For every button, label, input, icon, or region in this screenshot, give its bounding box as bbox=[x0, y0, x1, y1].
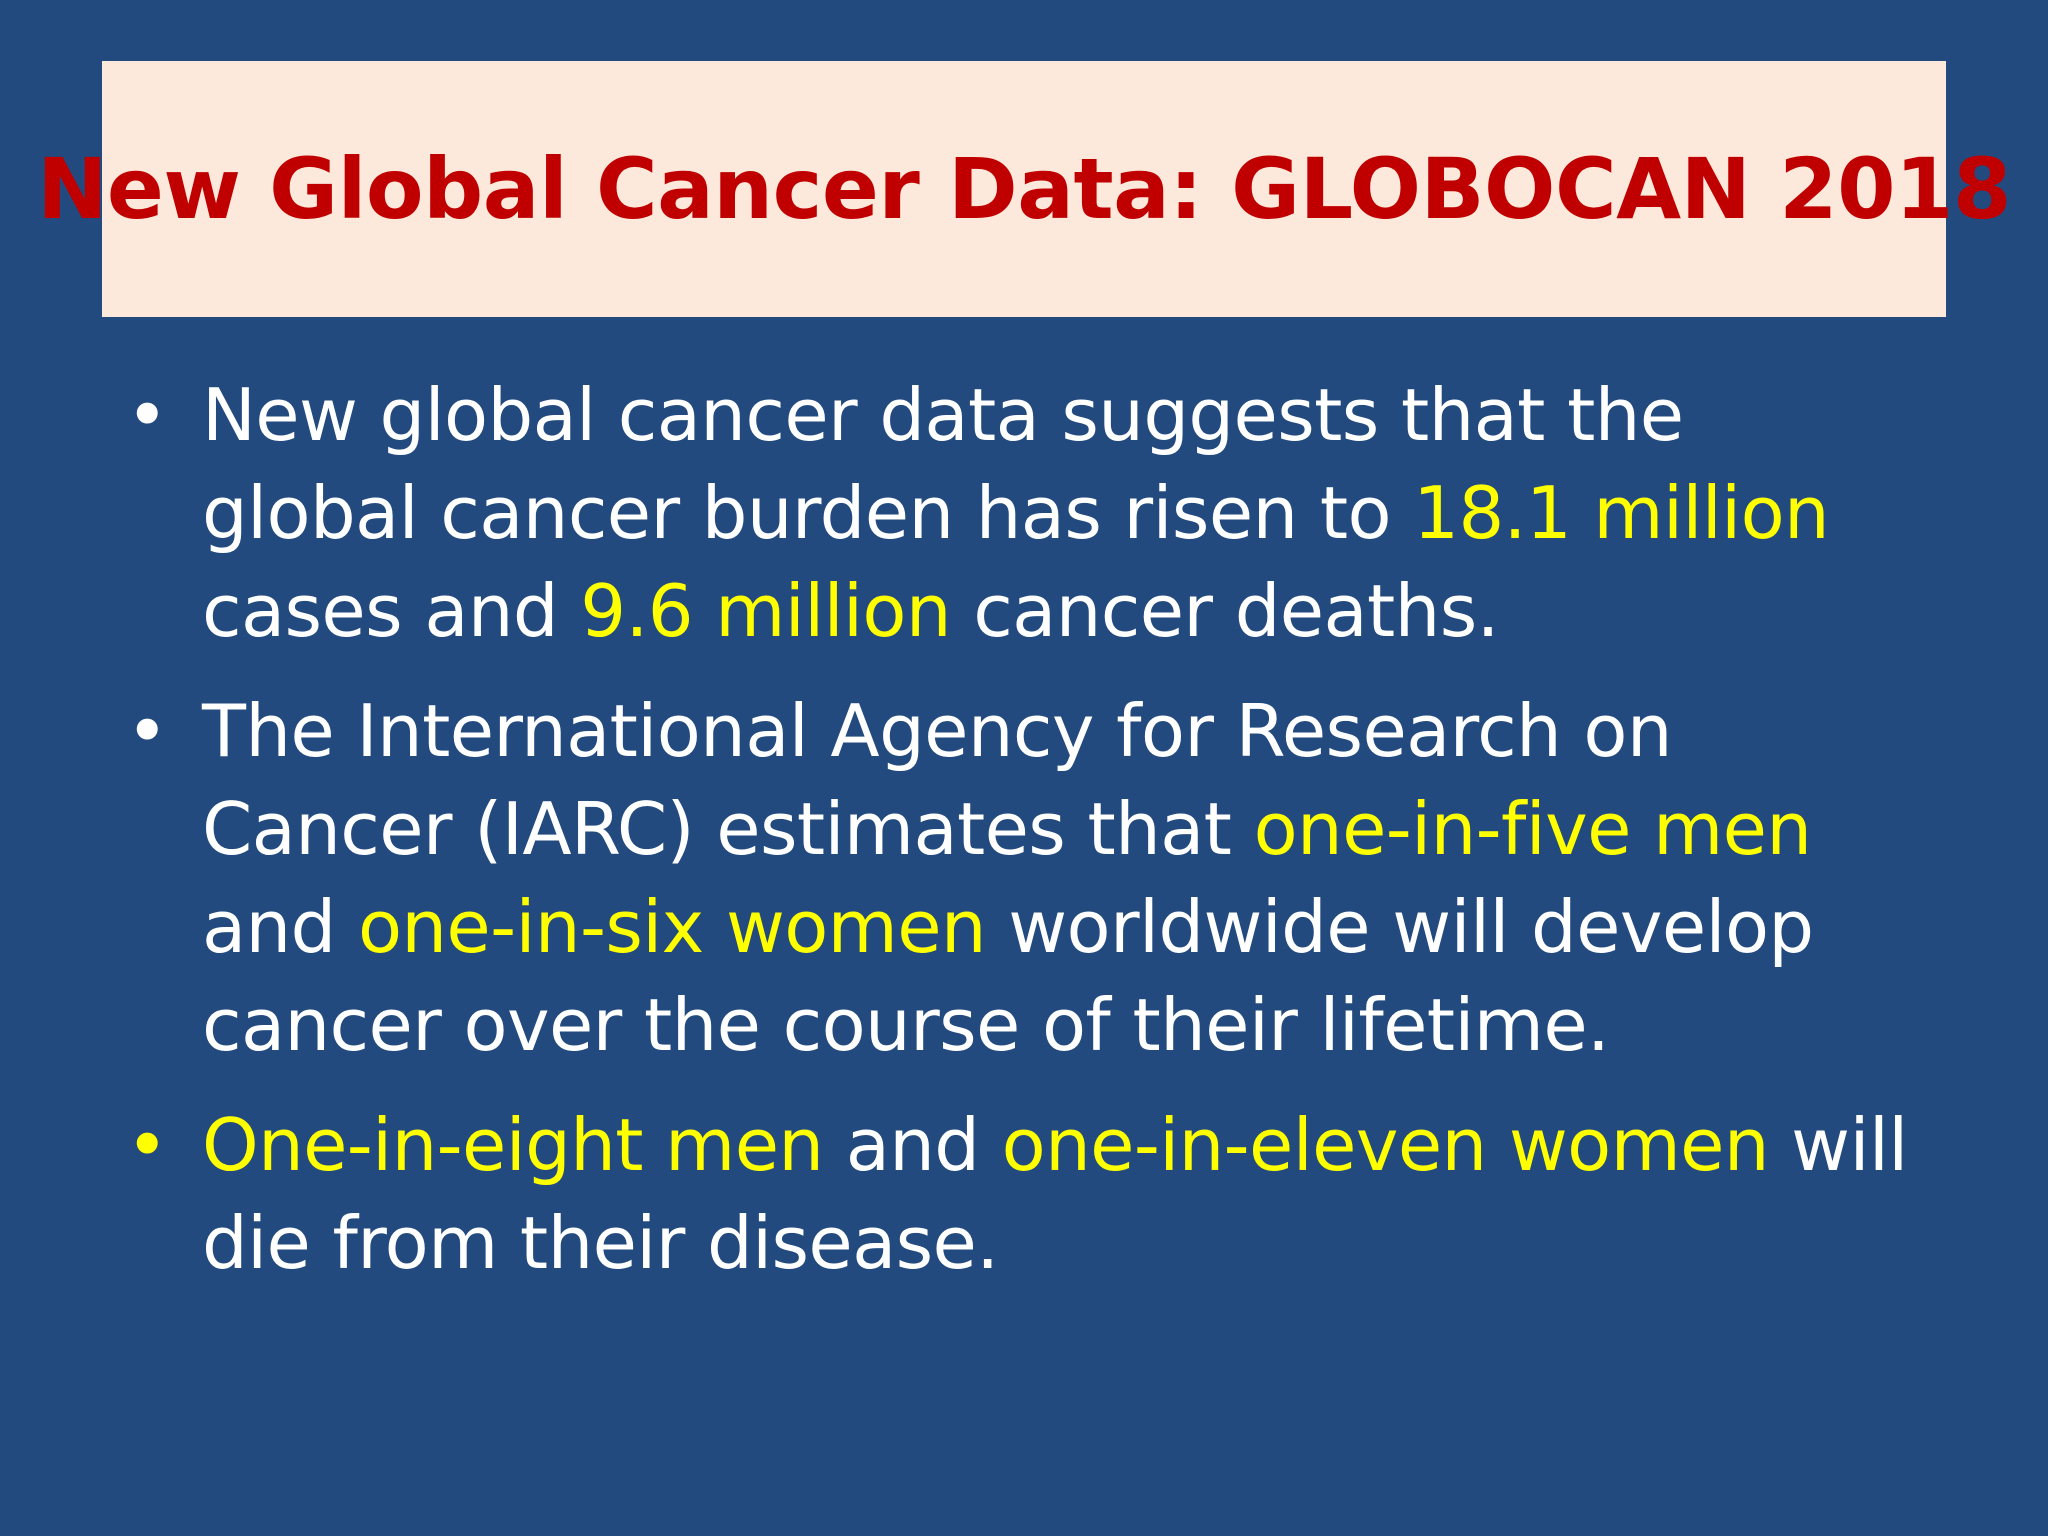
bullet-2-text: and bbox=[202, 885, 358, 969]
highlight-women-mortality: one-in-eleven women bbox=[1001, 1103, 1770, 1187]
bullet-2-text: The International Agency for Research on… bbox=[202, 689, 1673, 871]
bullet-dot-icon: • bbox=[126, 689, 168, 773]
highlight-men-incidence: one-in-five men bbox=[1253, 787, 1812, 871]
title-box: New Global Cancer Data: GLOBOCAN 2018 bbox=[37, 61, 2011, 317]
bullet-dot-icon: • bbox=[126, 373, 168, 457]
bullet-list: • New global cancer data suggests that t… bbox=[120, 366, 1920, 1314]
bullet-item-2: • The International Agency for Research … bbox=[120, 682, 1920, 1074]
bullet-2-text: worldwide will develop cancer over the c… bbox=[202, 885, 1814, 1067]
bullet-1-text: New global cancer data suggests that the… bbox=[202, 373, 1684, 555]
bullet-3-text: and bbox=[823, 1103, 1002, 1187]
highlight-deaths: 9.6 million bbox=[580, 569, 951, 653]
bullet-3-text: will die from their disease. bbox=[202, 1103, 1908, 1285]
bullet-dot-icon: • bbox=[126, 1103, 168, 1187]
bullet-1-text: cancer deaths. bbox=[950, 569, 1499, 653]
highlight-cases: 18.1 million bbox=[1413, 471, 1830, 555]
bullet-1-text: cases and bbox=[202, 569, 581, 653]
bullet-item-3: • One-in-eight men and one-in-eleven wom… bbox=[120, 1096, 1920, 1292]
slide-title: New Global Cancer Data: GLOBOCAN 2018 bbox=[37, 140, 2011, 238]
highlight-women-incidence: one-in-six women bbox=[357, 885, 987, 969]
highlight-men-mortality: One-in-eight men bbox=[202, 1103, 824, 1187]
bullet-item-1: • New global cancer data suggests that t… bbox=[120, 366, 1920, 660]
